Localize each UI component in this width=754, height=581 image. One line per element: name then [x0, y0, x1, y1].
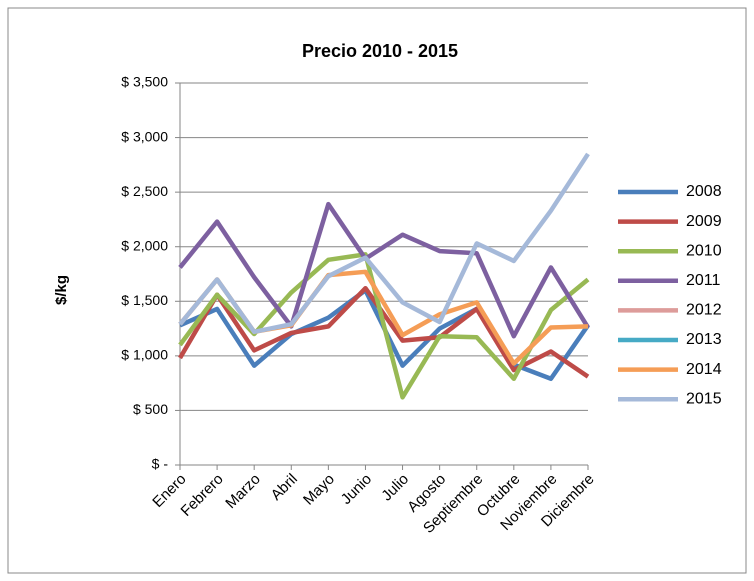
- y-tick-label: $ 3,000: [121, 128, 168, 144]
- series-line: [178, 152, 590, 335]
- y-tick-label: $ -: [152, 456, 169, 472]
- y-tick-label: $ 1,000: [121, 347, 168, 363]
- legend-label: 2015: [686, 390, 722, 407]
- series-line: [178, 201, 590, 339]
- legend-label: 2013: [686, 331, 722, 348]
- y-tick-label: $ 2,500: [121, 183, 168, 199]
- y-tick-label: $ 3,500: [121, 74, 168, 90]
- legend-label: 2012: [686, 302, 722, 319]
- chart-title: Precio 2010 - 2015: [302, 41, 458, 61]
- y-tick-label: $ 500: [133, 401, 168, 417]
- legend-label: 2010: [686, 242, 722, 259]
- legend-label: 2008: [686, 183, 722, 200]
- y-tick-label: $ 2,000: [121, 237, 168, 253]
- y-tick-label: $ 1,500: [121, 292, 168, 308]
- legend-label: 2014: [686, 361, 722, 378]
- y-axis-label: $/kg: [53, 275, 70, 305]
- legend-label: 2011: [686, 272, 721, 289]
- series-line: [178, 252, 590, 400]
- legend-label: 2009: [686, 213, 722, 230]
